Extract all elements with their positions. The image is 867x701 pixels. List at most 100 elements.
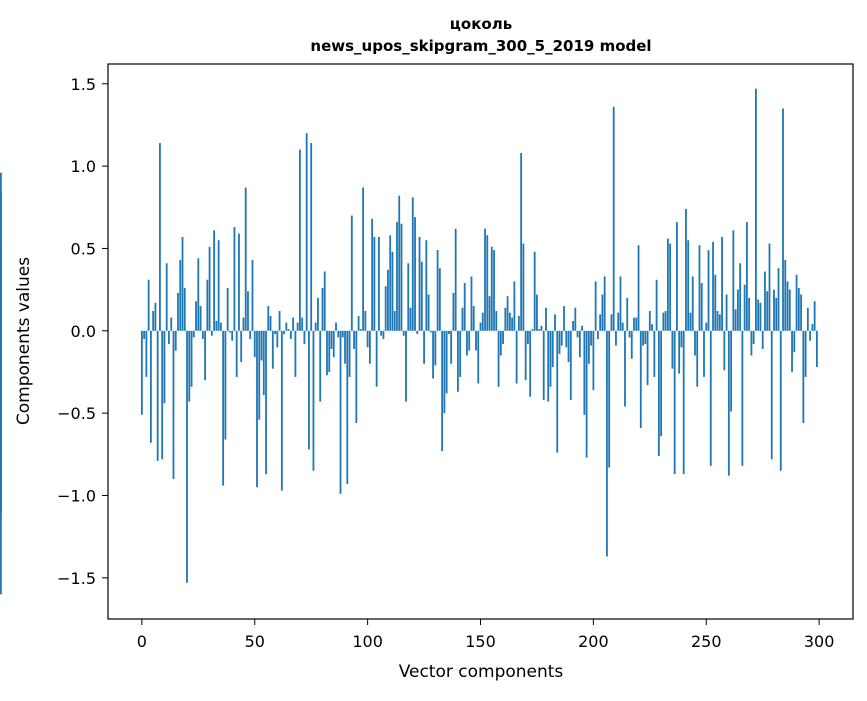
bar-component-71 [301,317,304,331]
bar-component-27 [201,330,204,340]
x-tick-label: 100 [352,632,383,651]
y-tick-label: 1.0 [71,157,96,176]
bar-component-153 [486,235,489,331]
bar-component-264 [736,289,739,331]
bar-component-138 [452,292,455,331]
bar-component-256 [718,314,721,331]
bar-component-102 [371,218,374,331]
bar-component-90 [344,330,346,364]
bar-component-74 [308,330,310,450]
bar-component-210 [615,330,617,346]
bar-component-155 [490,246,493,331]
bar-component-283 [779,330,782,471]
bar-component-60 [276,330,279,348]
bar-component-236 [673,330,676,475]
bar-component-175 [536,294,538,331]
bar-component-96 [357,315,360,331]
bar-component-79 [319,330,322,402]
bar-component-160 [502,330,504,344]
bar-component-143 [463,283,466,331]
bar-component-34 [217,240,220,331]
bar-component-204 [601,294,604,331]
bar-component-164 [511,317,514,331]
bar-component-278 [768,243,771,331]
y-tick-label: −1.5 [57,569,96,588]
chart-title-line-1: цоколь [450,15,512,33]
bar-component-81 [323,271,326,331]
bar-component-30 [208,246,211,331]
bar-component-157 [495,311,498,331]
bar-component-54 [262,330,265,396]
bar-component-224 [646,330,649,386]
bar-component-162 [506,296,509,331]
bar-series [0,88,818,595]
bar-component-290 [795,274,798,331]
bar-component-136 [447,330,450,335]
bar-component-228 [655,279,658,331]
bar-component-219 [635,317,638,331]
bar-component-16 [177,292,179,331]
bar-component-84 [330,330,333,349]
bar-component-222 [642,330,644,346]
bar-component-38 [226,287,229,331]
bar-component-296 [809,330,812,341]
bar-component-101 [368,330,371,364]
bar-component-287 [788,289,791,331]
bar-component-142 [461,307,464,331]
bar-component-47 [247,291,249,331]
y-tick-label: −1.0 [57,486,96,505]
bar-component-97 [359,329,362,331]
bar-component-286 [786,281,789,331]
bar-component-128 [429,330,432,333]
bar-component-203 [599,314,602,331]
bar-component-undefined [0,330,2,392]
bar-component-33 [215,320,218,331]
bar-component-75 [310,143,313,331]
bar-component-212 [619,276,622,331]
bar-component-229 [657,330,660,456]
bar-component-69 [296,322,299,331]
bar-component-274 [759,302,762,331]
bar-component-172 [529,330,532,397]
bar-component-151 [481,312,484,331]
bar-component-168 [520,152,523,331]
bar-component-36 [222,330,225,486]
bar-component-11 [165,263,168,331]
bar-component-255 [716,311,719,331]
bar-component-134 [443,330,446,414]
bar-component-257 [721,236,723,331]
bar-component-68 [294,330,297,377]
bar-component-76 [312,330,315,471]
bar-component-73 [305,133,308,331]
bar-component-35 [219,322,222,331]
bar-component-273 [757,299,760,331]
x-tick-label: 200 [578,632,609,651]
bar-component-135 [445,330,448,394]
bar-component-277 [766,291,769,331]
bar-component-17 [179,259,182,331]
bar-component-285 [784,259,787,331]
bar-component-127 [427,294,430,331]
bar-component-13 [170,317,173,331]
bar-component-193 [576,330,579,338]
bar-component-110 [389,235,392,331]
bar-component-161 [504,307,507,331]
bar-component-108 [384,286,387,331]
bar-component-251 [707,250,710,331]
bar-component-86 [335,322,337,331]
bar-component-295 [806,307,809,331]
bar-component-85 [332,330,335,358]
bar-component-207 [608,330,611,468]
bar-component-50 [253,330,256,358]
bar-component-118 [407,263,410,331]
bar-component-132 [438,268,441,331]
bar-component-5 [152,311,155,331]
bar-component-270 [750,330,753,356]
bar-component-29 [206,279,209,331]
bar-component-258 [723,330,726,371]
bar-component-4 [149,330,152,443]
bar-component-176 [538,329,541,331]
bar-component-165 [513,281,516,331]
bar-component-70 [298,149,301,331]
